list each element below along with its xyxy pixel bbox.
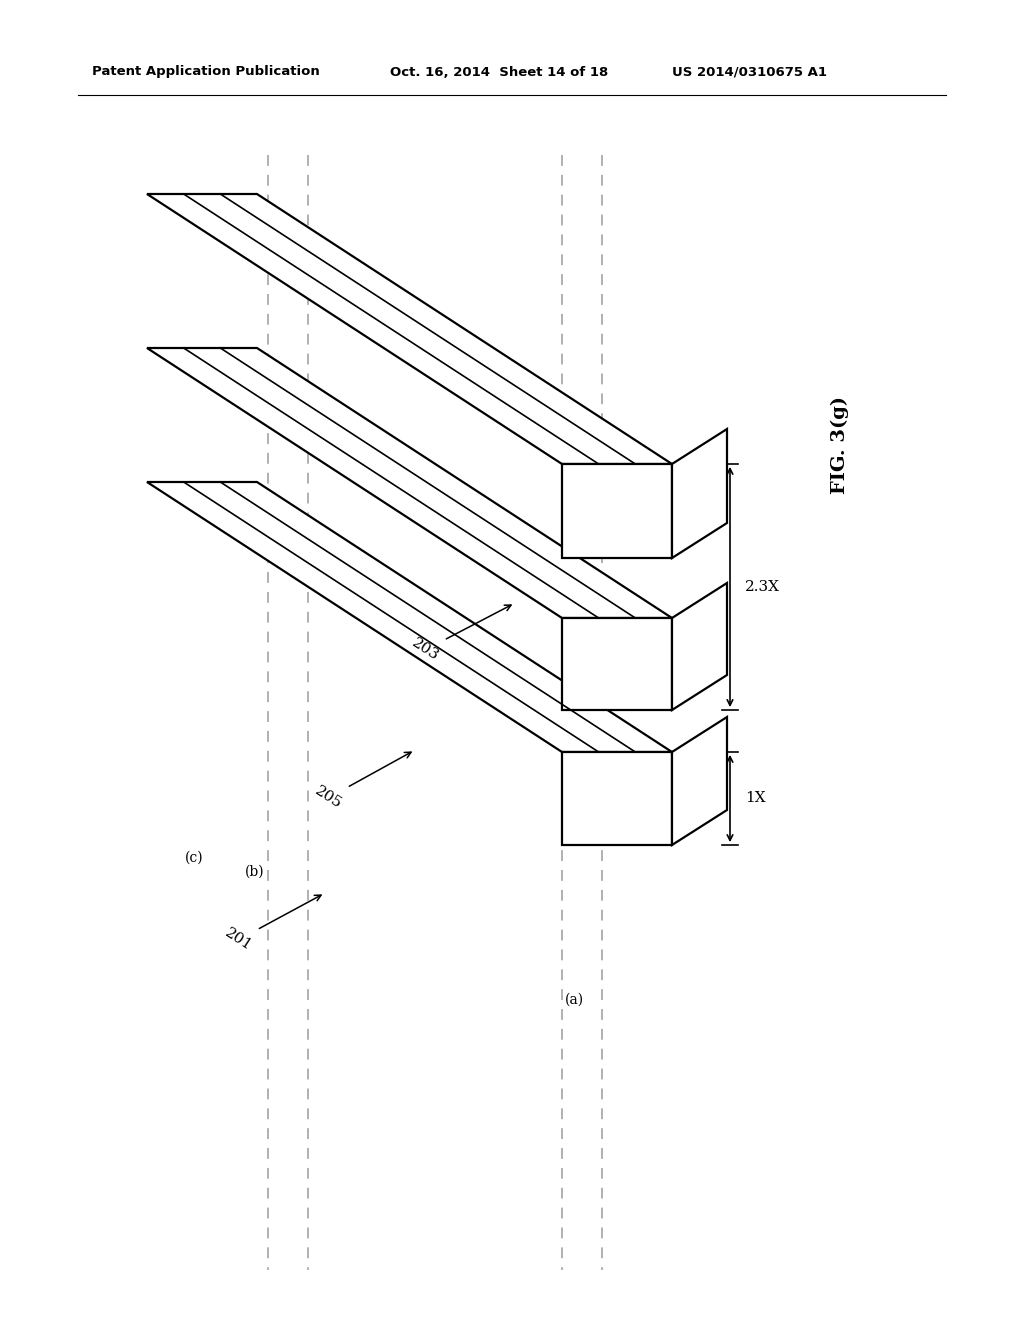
Text: (c): (c) (185, 851, 204, 865)
Polygon shape (672, 583, 727, 710)
Polygon shape (562, 752, 672, 845)
Text: 203: 203 (409, 605, 511, 664)
Text: (a): (a) (565, 993, 584, 1007)
Text: FIG. 3(g): FIG. 3(g) (830, 396, 849, 494)
Text: 205: 205 (312, 752, 411, 812)
Text: 2.3X: 2.3X (745, 579, 780, 594)
Polygon shape (672, 429, 727, 558)
Text: Patent Application Publication: Patent Application Publication (92, 66, 319, 78)
Polygon shape (562, 465, 672, 558)
Polygon shape (562, 618, 672, 710)
Text: 1X: 1X (745, 792, 766, 805)
Text: US 2014/0310675 A1: US 2014/0310675 A1 (672, 66, 827, 78)
Polygon shape (147, 482, 672, 752)
Text: (b): (b) (245, 865, 264, 879)
Polygon shape (672, 717, 727, 845)
Text: Oct. 16, 2014  Sheet 14 of 18: Oct. 16, 2014 Sheet 14 of 18 (390, 66, 608, 78)
Polygon shape (147, 348, 672, 618)
Polygon shape (147, 194, 672, 465)
Text: 201: 201 (222, 895, 322, 954)
